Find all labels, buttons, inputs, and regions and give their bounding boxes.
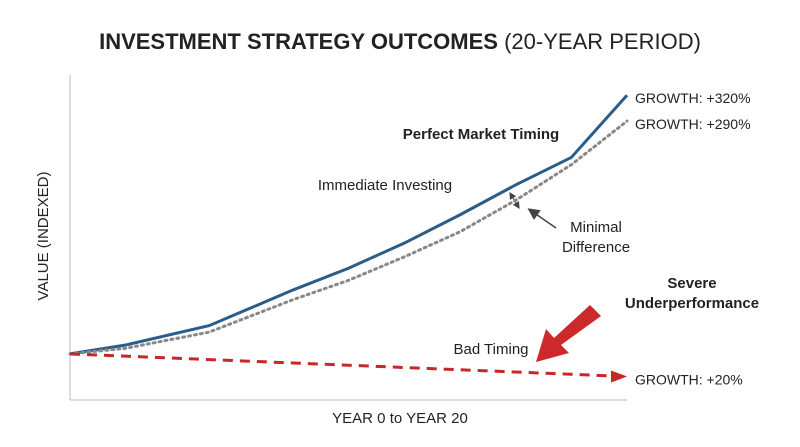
series-line	[68, 119, 629, 356]
series-line	[69, 94, 629, 356]
growth-label: GROWTH: +290%	[635, 116, 751, 132]
series-line	[69, 352, 628, 379]
annotation: Underperformance	[625, 295, 759, 312]
growth-label: GROWTH: +320%	[635, 90, 751, 106]
x-axis-label: YEAR 0 to YEAR 20	[332, 410, 468, 427]
annotation: Minimal	[570, 219, 622, 236]
annotation: Difference	[562, 239, 630, 256]
chart-title: INVESTMENT STRATEGY OUTCOMES (20-YEAR PE…	[99, 29, 701, 54]
series-label: Immediate Investing	[318, 177, 452, 194]
arrow-head	[611, 370, 627, 383]
growth-label: GROWTH: +20%	[635, 371, 743, 387]
big-arrow	[536, 305, 601, 362]
series-label: Perfect Market Timing	[403, 126, 559, 143]
pointer-arrow	[527, 208, 557, 229]
title-main: INVESTMENT STRATEGY OUTCOMES	[99, 29, 498, 54]
series-label: Bad Timing	[453, 341, 528, 358]
annotation: Severe	[667, 275, 716, 292]
title-sub: (20-YEAR PERIOD)	[504, 29, 701, 54]
y-axis-label: VALUE (INDEXED)	[35, 172, 52, 301]
